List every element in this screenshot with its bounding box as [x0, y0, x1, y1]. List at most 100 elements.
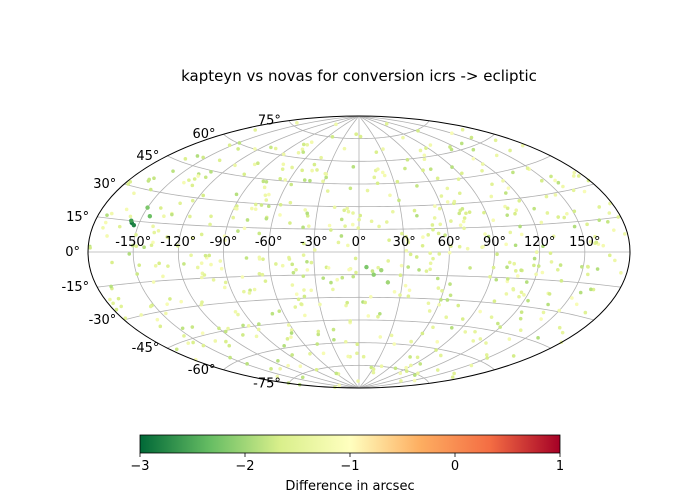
- scatter-point: [586, 265, 590, 269]
- scatter-point: [505, 206, 510, 211]
- colorbar-tick-label: 0: [451, 459, 459, 474]
- scatter-point: [278, 213, 282, 217]
- scatter-point: [110, 260, 114, 265]
- scatter-point: [354, 132, 359, 136]
- map-boundary: [87, 115, 631, 389]
- scatter-point: [376, 167, 380, 171]
- scatter-point: [607, 211, 612, 215]
- scatter-points: [87, 121, 627, 389]
- scatter-point: [354, 270, 358, 275]
- scatter-point: [471, 339, 476, 343]
- scatter-point: [189, 253, 193, 258]
- scatter-point: [444, 315, 449, 319]
- scatter-point: [559, 279, 564, 283]
- scatter-point: [526, 298, 530, 303]
- scatter-point: [544, 194, 549, 199]
- y-tick-label: -45°: [132, 341, 160, 356]
- scatter-point: [305, 142, 310, 147]
- x-tick-label: -90°: [210, 235, 238, 250]
- scatter-point: [536, 264, 541, 268]
- scatter-point: [439, 194, 444, 198]
- scatter-point: [580, 265, 584, 269]
- scatter-point: [601, 243, 606, 248]
- scatter-point: [511, 287, 516, 292]
- scatter-point: [228, 355, 232, 360]
- scatter-point: [325, 189, 330, 193]
- scatter-point: [339, 217, 344, 222]
- scatter-point: [241, 323, 245, 328]
- scatter-point: [520, 143, 525, 148]
- scatter-point: [276, 359, 280, 363]
- scatter-point: [257, 257, 262, 261]
- scatter-point: [403, 283, 408, 288]
- parallel-line: [124, 183, 594, 208]
- scatter-point: [413, 373, 417, 377]
- scatter-point: [619, 271, 623, 275]
- scatter-point: [145, 205, 150, 210]
- scatter-point: [448, 293, 453, 298]
- scatter-point: [519, 310, 524, 314]
- scatter-point: [211, 278, 216, 282]
- scatter-point: [422, 157, 427, 162]
- scatter-point: [195, 265, 200, 270]
- scatter-point: [137, 263, 142, 267]
- scatter-point: [227, 343, 232, 348]
- scatter-point: [556, 215, 560, 219]
- scatter-point: [305, 259, 309, 264]
- scatter-point: [236, 312, 240, 317]
- scatter-point: [357, 217, 361, 222]
- scatter-point: [235, 207, 239, 211]
- scatter-point: [329, 228, 333, 232]
- scatter-point: [324, 175, 328, 180]
- scatter-point: [182, 334, 186, 338]
- scatter-point: [314, 367, 319, 372]
- scatter-point: [404, 365, 408, 370]
- scatter-point: [464, 211, 468, 216]
- scatter-point: [312, 162, 317, 167]
- scatter-point: [506, 186, 511, 190]
- scatter-point: [400, 231, 404, 236]
- scatter-point: [222, 234, 227, 238]
- scatter-point: [496, 321, 500, 326]
- scatter-point: [149, 243, 154, 248]
- scatter-point: [316, 329, 321, 334]
- scatter-point: [515, 274, 520, 278]
- scatter-point: [415, 355, 420, 360]
- scatter-point: [275, 374, 280, 379]
- scatter-point: [356, 226, 361, 230]
- scatter-point: [257, 322, 261, 326]
- scatter-point: [201, 155, 205, 160]
- scatter-point: [392, 342, 397, 346]
- scatter-point: [308, 351, 312, 356]
- scatter-point: [345, 206, 349, 211]
- scatter-point: [549, 174, 553, 179]
- scatter-point: [288, 200, 293, 205]
- scatter-point: [556, 180, 561, 185]
- scatter-point: [540, 178, 544, 183]
- scatter-point: [480, 168, 484, 173]
- scatter-point: [266, 204, 271, 209]
- scatter-point: [407, 288, 412, 293]
- scatter-point: [309, 260, 314, 265]
- scatter-point: [321, 179, 325, 184]
- scatter-point: [450, 131, 454, 136]
- scatter-point: [190, 183, 195, 188]
- scatter-point: [157, 261, 161, 266]
- scatter-point: [263, 279, 268, 283]
- scatter-point: [536, 336, 540, 340]
- scatter-point: [302, 178, 307, 182]
- scatter-point: [316, 332, 321, 337]
- scatter-point: [490, 182, 494, 187]
- scatter-point: [582, 189, 587, 194]
- scatter-point: [623, 232, 627, 236]
- scatter-point: [282, 344, 286, 348]
- scatter-point: [223, 238, 227, 243]
- scatter-point: [449, 219, 453, 223]
- scatter-point: [485, 356, 489, 360]
- scatter-point: [353, 256, 358, 261]
- scatter-point: [253, 207, 258, 211]
- scatter-point: [326, 266, 331, 270]
- scatter-point: [435, 368, 440, 372]
- scatter-point: [406, 240, 411, 245]
- scatter-point: [368, 295, 373, 299]
